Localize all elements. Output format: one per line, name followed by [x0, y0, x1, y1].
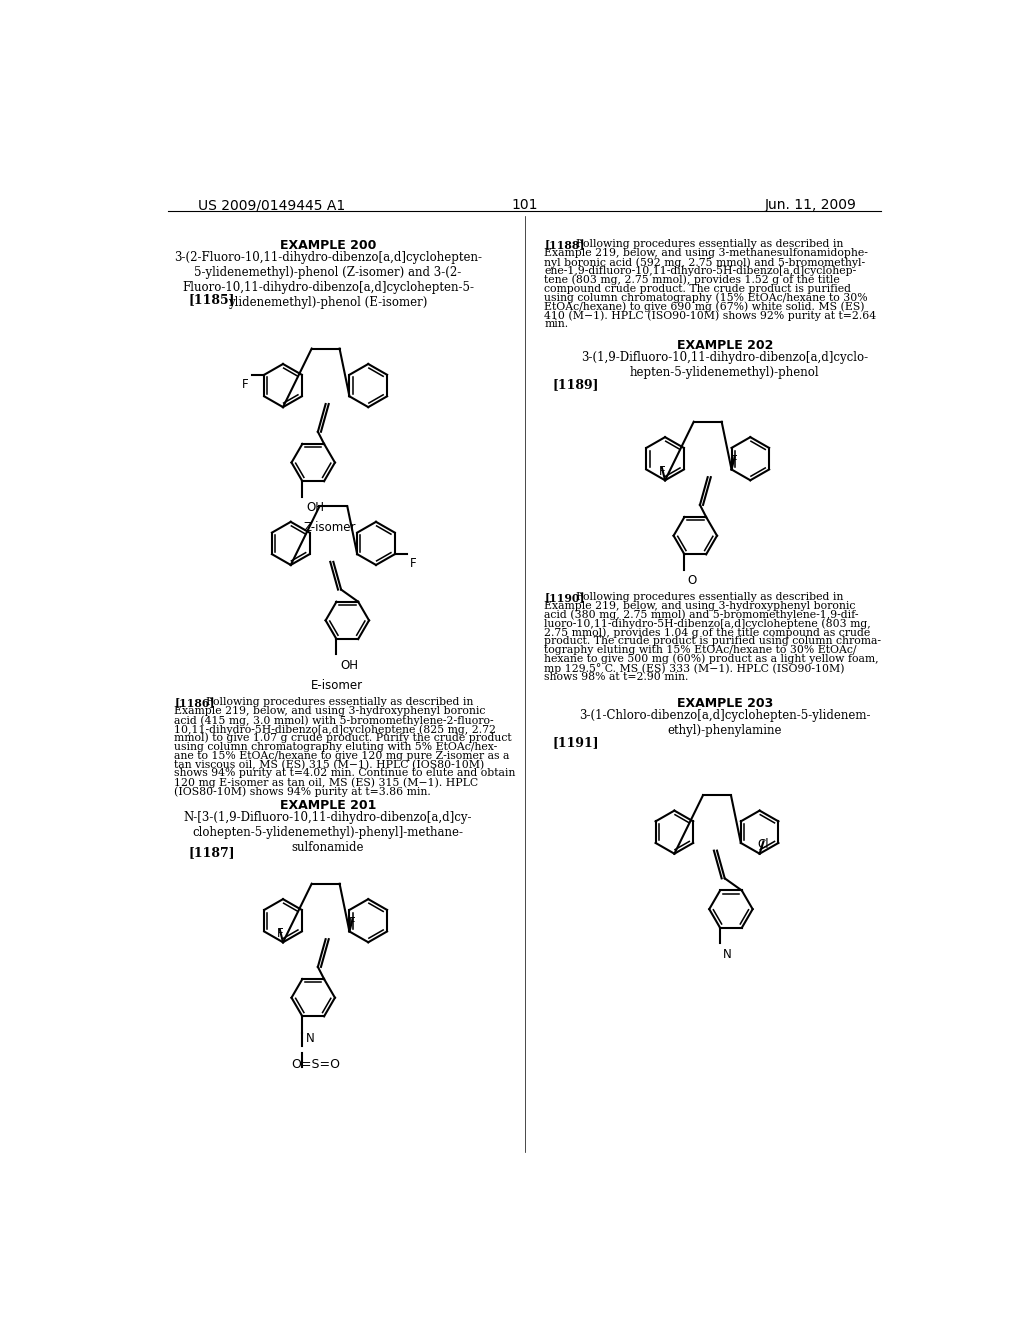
Text: EXAMPLE 202: EXAMPLE 202 — [677, 339, 773, 352]
Text: tan viscous oil, MS (ES) 315 (M−1). HPLC (IOS80-10M): tan viscous oil, MS (ES) 315 (M−1). HPLC… — [174, 759, 484, 770]
Text: [1187]: [1187] — [188, 846, 236, 859]
Text: min.: min. — [544, 319, 568, 329]
Text: [1189]: [1189] — [553, 378, 599, 391]
Text: compound crude product. The crude product is purified: compound crude product. The crude produc… — [544, 284, 851, 293]
Text: [1188]: [1188] — [544, 239, 585, 251]
Text: using column chromatography (15% EtOAc/hexane to 30%: using column chromatography (15% EtOAc/h… — [544, 293, 867, 304]
Text: acid (380 mg, 2.75 mmol) and 5-bromomethylene-1,9-dif-: acid (380 mg, 2.75 mmol) and 5-bromometh… — [544, 610, 859, 620]
Text: EXAMPLE 201: EXAMPLE 201 — [280, 799, 376, 812]
Text: ene-1,9-difluoro-10,11-dihydro-5H-dibenzo[a,d]cyclohep-: ene-1,9-difluoro-10,11-dihydro-5H-dibenz… — [544, 265, 856, 276]
Text: shows 98% at t=2.90 min.: shows 98% at t=2.90 min. — [544, 672, 688, 681]
Text: Example 219, below, and using 3-hydroxyphenyl boronic: Example 219, below, and using 3-hydroxyp… — [174, 706, 485, 717]
Text: nyl boronic acid (592 mg, 2.75 mmol) and 5-bromomethyl-: nyl boronic acid (592 mg, 2.75 mmol) and… — [544, 257, 865, 268]
Text: [1186]: [1186] — [174, 697, 215, 709]
Text: EXAMPLE 203: EXAMPLE 203 — [677, 697, 773, 710]
Text: F: F — [349, 916, 356, 929]
Text: (IOS80-10M) shows 94% purity at t=3.86 min.: (IOS80-10M) shows 94% purity at t=3.86 m… — [174, 785, 431, 796]
Text: US 2009/0149445 A1: US 2009/0149445 A1 — [198, 198, 345, 213]
Text: mmol) to give 1.07 g crude product. Purify the crude product: mmol) to give 1.07 g crude product. Puri… — [174, 733, 512, 743]
Text: luoro-10,11-dihydro-5H-dibenzo[a,d]cycloheptene (803 mg,: luoro-10,11-dihydro-5H-dibenzo[a,d]cyclo… — [544, 619, 871, 630]
Text: [1185]: [1185] — [188, 293, 234, 306]
Text: F: F — [731, 454, 738, 467]
Text: 3-(1,9-Difluoro-10,11-dihydro-dibenzo[a,d]cyclo-
hepten-5-ylidenemethyl)-phenol: 3-(1,9-Difluoro-10,11-dihydro-dibenzo[a,… — [582, 351, 868, 379]
Text: Following procedures essentially as described in: Following procedures essentially as desc… — [200, 697, 474, 708]
Text: [1191]: [1191] — [553, 737, 599, 748]
Text: F: F — [411, 557, 417, 570]
Text: F: F — [276, 927, 284, 940]
Text: N: N — [723, 948, 732, 961]
Text: EtOAc/hexane) to give 690 mg (67%) white solid. MS (ES): EtOAc/hexane) to give 690 mg (67%) white… — [544, 301, 864, 312]
Text: 410 (M−1). HPLC (ISO90-10M) shows 92% purity at t=2.64: 410 (M−1). HPLC (ISO90-10M) shows 92% pu… — [544, 310, 877, 321]
Text: E-isomer: E-isomer — [311, 678, 364, 692]
Text: Cl: Cl — [758, 838, 769, 851]
Text: product. The crude product is purified using column chroma-: product. The crude product is purified u… — [544, 636, 882, 647]
Text: [1190]: [1190] — [544, 591, 585, 603]
Text: Z-isomer: Z-isomer — [303, 521, 355, 535]
Text: 10,11-dihydro-5H-dibenzo[a,d]cycloheptene (825 mg, 2.72: 10,11-dihydro-5H-dibenzo[a,d]cyclohepten… — [174, 723, 497, 734]
Text: tography eluting with 15% EtOAc/hexane to 30% EtOAc/: tography eluting with 15% EtOAc/hexane t… — [544, 645, 857, 655]
Text: 3-(2-Fluoro-10,11-dihydro-dibenzo[a,d]cyclohepten-
5-ylidenemethyl)-phenol (Z-is: 3-(2-Fluoro-10,11-dihydro-dibenzo[a,d]cy… — [174, 251, 482, 309]
Text: using column chromatography eluting with 5% EtOAc/hex-: using column chromatography eluting with… — [174, 742, 498, 751]
Text: F: F — [658, 465, 666, 478]
Text: acid (415 mg, 3.0 mmol) with 5-bromomethylene-2-fluoro-: acid (415 mg, 3.0 mmol) with 5-bromometh… — [174, 715, 495, 726]
Text: tene (803 mg, 2.75 mmol), provides 1.52 g of the title: tene (803 mg, 2.75 mmol), provides 1.52 … — [544, 275, 840, 285]
Text: 101: 101 — [512, 198, 538, 213]
Text: 3-(1-Chloro-dibenzo[a,d]cyclohepten-5-ylidenem-
ethyl)-phenylamine: 3-(1-Chloro-dibenzo[a,d]cyclohepten-5-yl… — [579, 709, 870, 737]
Text: Example 219, below, and using 3-hydroxyphenyl boronic: Example 219, below, and using 3-hydroxyp… — [544, 601, 855, 611]
Text: N-[3-(1,9-Difluoro-10,11-dihydro-dibenzo[a,d]cy-
clohepten-5-ylidenemethyl)-phen: N-[3-(1,9-Difluoro-10,11-dihydro-dibenzo… — [183, 810, 472, 854]
Text: Following procedures essentially as described in: Following procedures essentially as desc… — [569, 239, 844, 249]
Text: Following procedures essentially as described in: Following procedures essentially as desc… — [569, 591, 844, 602]
Text: 120 mg E-isomer as tan oil, MS (ES) 315 (M−1). HPLC: 120 mg E-isomer as tan oil, MS (ES) 315 … — [174, 777, 478, 788]
Text: shows 94% purity at t=4.02 min. Continue to elute and obtain: shows 94% purity at t=4.02 min. Continue… — [174, 768, 516, 779]
Text: OH: OH — [306, 502, 325, 515]
Text: EXAMPLE 200: EXAMPLE 200 — [280, 239, 376, 252]
Text: O: O — [687, 574, 696, 587]
Text: Example 219, below, and using 3-methanesulfonamidophe-: Example 219, below, and using 3-methanes… — [544, 248, 868, 259]
Text: hexane to give 500 mg (60%) product as a light yellow foam,: hexane to give 500 mg (60%) product as a… — [544, 653, 879, 664]
Text: Jun. 11, 2009: Jun. 11, 2009 — [765, 198, 856, 213]
Text: F: F — [242, 378, 249, 391]
Text: ane to 15% EtOAc/hexane to give 120 mg pure Z-isomer as a: ane to 15% EtOAc/hexane to give 120 mg p… — [174, 751, 510, 760]
Text: N: N — [306, 1032, 315, 1044]
Text: mp 129.5° C. MS (ES) 333 (M−1). HPLC (ISO90-10M): mp 129.5° C. MS (ES) 333 (M−1). HPLC (IS… — [544, 663, 845, 673]
Text: OH: OH — [340, 659, 358, 672]
Text: 2.75 mmol), provides 1.04 g of the title compound as crude: 2.75 mmol), provides 1.04 g of the title… — [544, 627, 870, 638]
Text: O=S=O: O=S=O — [292, 1057, 341, 1071]
